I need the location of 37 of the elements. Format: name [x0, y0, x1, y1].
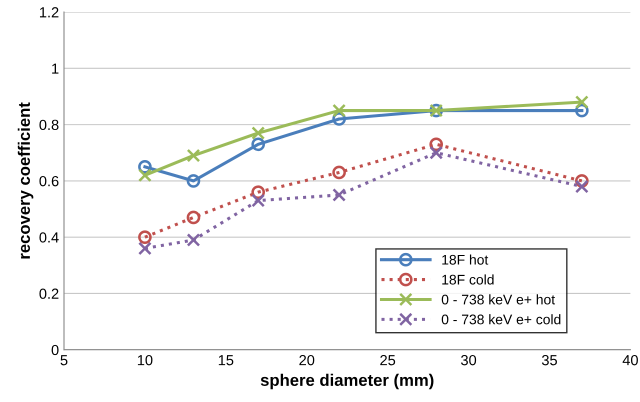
point: [186, 148, 200, 162]
x-axis-title: sphere diameter (mm): [260, 374, 434, 390]
x-tick-label: 20: [299, 354, 314, 366]
x-tick-label: 30: [461, 354, 476, 366]
y-axis-title: recovery coefficient: [18, 102, 34, 259]
legend-label: 0 - 738 keV e+ cold: [442, 314, 560, 324]
legend-label: 18F cold: [442, 274, 494, 285]
point: [138, 230, 152, 244]
y-tick-label: 0: [52, 344, 59, 356]
point: [332, 166, 346, 180]
y-tick-label: 0.6: [39, 176, 58, 186]
x-tick-label: 5: [60, 355, 68, 366]
point: [575, 95, 589, 109]
point: [138, 242, 152, 256]
y-tick-label: 0.8: [39, 120, 59, 130]
x-tick-label: 10: [138, 354, 152, 366]
point: [251, 138, 265, 152]
point: [251, 194, 265, 208]
point: [251, 126, 265, 140]
y-tick-label: 0.2: [39, 288, 58, 299]
point: [332, 188, 346, 202]
point: [186, 210, 200, 224]
point: [186, 233, 200, 247]
point: [332, 104, 346, 118]
legend-label: 0 - 738 keV e+ hot: [442, 294, 555, 304]
x-tick-label: 25: [380, 354, 396, 366]
x-tick-label: 15: [218, 355, 234, 366]
y-tick-label: 0.4: [39, 232, 59, 243]
point: [575, 180, 589, 194]
point: [429, 146, 444, 160]
y-tick-label: 1.2: [40, 7, 58, 18]
point: [138, 168, 152, 182]
point: [186, 174, 200, 188]
x-tick-label: 35: [542, 354, 557, 366]
x-tick-label: 40: [622, 354, 638, 366]
legend-label: 18F hot: [442, 254, 488, 265]
y-tick-label: 1: [52, 64, 58, 74]
